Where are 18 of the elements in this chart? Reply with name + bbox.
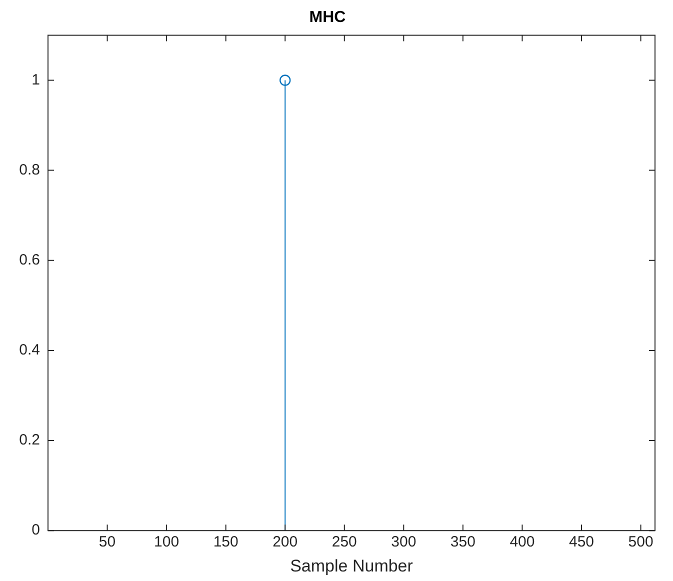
y-tick-label: 1 xyxy=(32,71,40,88)
y-tick-label: 0.6 xyxy=(19,252,40,269)
x-axis-title: Sample Number xyxy=(290,556,414,576)
y-tick-label: 0 xyxy=(32,522,40,539)
x-tick-label: 250 xyxy=(332,534,357,551)
x-tick-label: 200 xyxy=(272,534,298,551)
x-tick-label: 300 xyxy=(391,534,416,551)
x-tick-label: 350 xyxy=(450,534,476,551)
x-tick-label: 450 xyxy=(568,534,594,551)
y-tick-label: 0.4 xyxy=(19,342,40,359)
x-tick-label: 50 xyxy=(98,534,116,551)
y-tick-label: 0.2 xyxy=(19,432,40,449)
x-tick-label: 400 xyxy=(510,534,535,551)
x-tick-label: 150 xyxy=(213,534,238,551)
x-tick-label: 500 xyxy=(628,534,654,551)
y-tick-label: 0.8 xyxy=(19,161,40,178)
chart-title: MHC xyxy=(309,9,346,26)
x-tick-label: 100 xyxy=(154,534,180,551)
